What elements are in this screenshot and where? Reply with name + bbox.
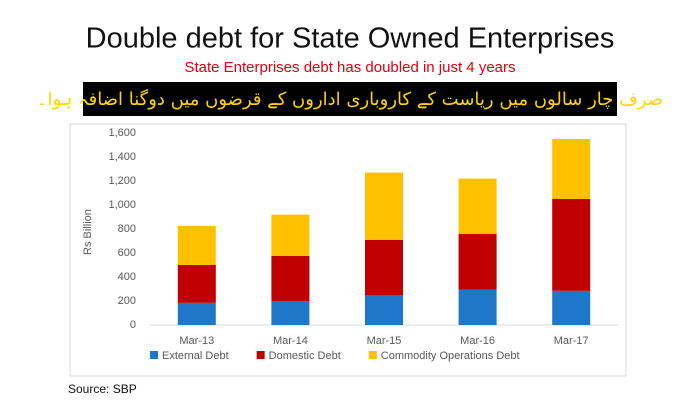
legend-label: Domestic Debt: [269, 350, 341, 362]
bar-segment: [552, 199, 591, 291]
legend-label: External Debt: [162, 350, 229, 362]
bar-segment: [177, 226, 216, 265]
urdu-banner: صرف چار سالوں میں ریاست کے کاروباری ادار…: [37, 88, 663, 110]
x-tick-label: Mar-15: [367, 335, 402, 347]
bar-segment: [365, 295, 403, 325]
y-axis-title: Rs Billion: [82, 209, 94, 255]
bar-segment: [271, 256, 310, 301]
legend-swatch: [150, 351, 158, 359]
legend-swatch: [368, 351, 377, 359]
legend-swatch: [256, 351, 265, 359]
y-tick-label: 0: [130, 319, 136, 331]
slide-title: Double debt for State Owned Enterprises: [86, 23, 615, 55]
source: Source: SBP: [68, 382, 137, 396]
bar-segment: [271, 214, 310, 256]
x-tick-label: Mar-17: [554, 335, 589, 347]
bar-segment: [458, 178, 497, 234]
y-tick-label: 1,200: [108, 175, 136, 187]
bar-segment: [271, 301, 310, 325]
y-tick-label: 1,000: [108, 199, 136, 211]
x-tick-label: Mar-16: [460, 335, 495, 347]
subtitle: State Enterprises debt has doubled in ju…: [184, 59, 515, 76]
bar-segment: [177, 265, 216, 303]
y-tick-label: 600: [118, 247, 136, 259]
y-tick-label: 1,400: [108, 151, 136, 163]
legend-label: Commodity Operations Debt: [381, 350, 520, 362]
bar-segment: [552, 139, 591, 199]
y-tick-label: 800: [118, 223, 136, 235]
x-tick-label: Mar-14: [273, 335, 308, 347]
y-tick-label: 1,600: [108, 127, 136, 139]
banner-bg: [83, 82, 617, 116]
bar-segment: [177, 302, 216, 325]
bar-segment: [365, 172, 403, 240]
y-tick-label: 200: [118, 295, 136, 307]
chart-frame: [69, 123, 627, 377]
bar-segment: [552, 290, 591, 325]
y-tick-label: 400: [118, 271, 136, 283]
bar-segment: [365, 239, 403, 295]
bar-segment: [458, 289, 497, 325]
x-tick-label: Mar-13: [179, 335, 214, 347]
bar-segment: [458, 233, 497, 290]
